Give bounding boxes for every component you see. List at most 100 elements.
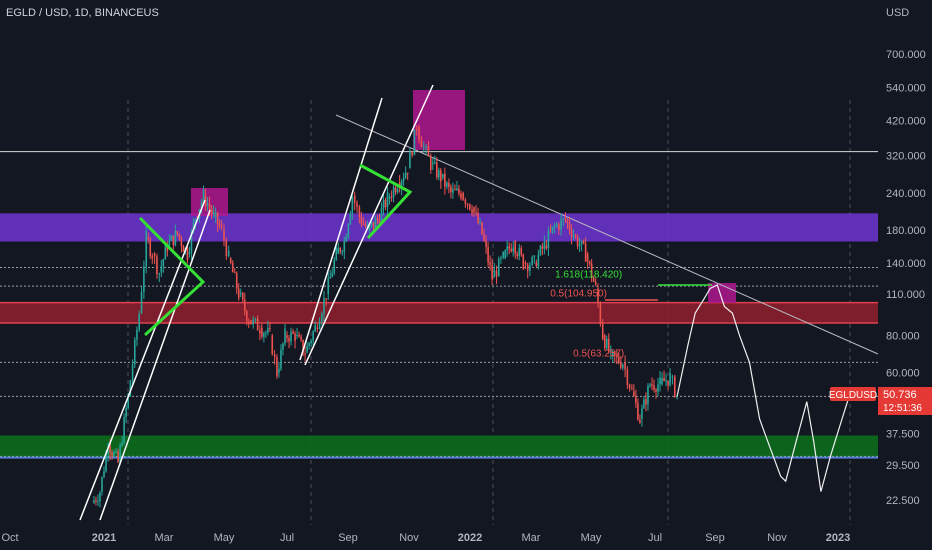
candle-body — [520, 248, 523, 255]
candle-body — [471, 209, 473, 214]
candle-body — [574, 235, 577, 237]
candle-body — [601, 323, 604, 340]
candle-body — [121, 442, 123, 446]
candle-body — [202, 189, 205, 202]
candle-body — [551, 226, 554, 232]
candle-body — [477, 212, 479, 224]
candle-body — [555, 224, 558, 227]
x-tick-label: Oct — [1, 532, 18, 544]
candle-body — [637, 403, 639, 420]
candle-body — [316, 327, 319, 329]
candle-body — [329, 276, 332, 279]
price-tag: EGLDUSD 50.736 12:51:36 — [829, 387, 932, 415]
candle-body — [218, 224, 221, 226]
candle-body — [331, 272, 334, 277]
triangle-pattern — [359, 163, 413, 240]
candle-body — [168, 240, 171, 246]
candle-body — [276, 356, 278, 377]
candle-body — [151, 256, 154, 259]
candle-body — [605, 338, 608, 349]
ticker-label: EGLDUSD — [829, 390, 877, 401]
candle-body — [452, 189, 454, 193]
candle-body — [522, 254, 525, 269]
candle-body — [127, 394, 129, 409]
candle-body — [392, 187, 395, 198]
candle-body — [667, 380, 669, 386]
candle-body — [166, 246, 169, 251]
candle-body — [663, 377, 665, 382]
candle-body — [304, 353, 306, 356]
candle-body — [225, 240, 228, 257]
candle-body — [613, 351, 616, 356]
candle-body — [626, 369, 629, 385]
candle-body — [261, 327, 263, 337]
candle-body — [263, 333, 265, 337]
candle-body — [462, 192, 464, 200]
candle-body — [394, 187, 397, 193]
candle-body — [292, 331, 294, 334]
candle-body — [570, 230, 573, 237]
candle-body — [164, 246, 167, 260]
candle-body — [286, 335, 288, 339]
channel-line — [99, 209, 211, 521]
candle-body — [310, 340, 312, 344]
candle-body — [422, 146, 425, 148]
candle-body — [233, 272, 236, 274]
candle-body — [210, 208, 213, 214]
candle-body — [643, 399, 645, 409]
countdown-value: 12:51:36 — [883, 403, 922, 414]
candle-body — [506, 246, 508, 251]
candle-body — [288, 338, 290, 342]
candle-body — [372, 222, 375, 228]
candle-body — [220, 225, 223, 227]
candle-body — [143, 266, 145, 293]
candle-body — [553, 225, 556, 227]
candle-body — [386, 192, 389, 207]
candle-body — [479, 222, 481, 224]
candle-body — [101, 476, 103, 492]
candle-body — [518, 248, 521, 257]
candle-body — [390, 196, 393, 198]
price-axis-background — [878, 0, 932, 550]
candle-body — [282, 343, 284, 350]
candle-body — [252, 319, 255, 325]
x-tick-label: Jul — [280, 532, 294, 544]
candle-body — [558, 224, 560, 230]
candle-body — [491, 264, 493, 280]
x-tick-label: Mar — [522, 532, 541, 544]
candle-body — [526, 264, 529, 271]
candle-body — [149, 239, 152, 257]
y-tick-label: 37.500 — [886, 429, 920, 441]
candle-body — [497, 258, 500, 277]
candle-body — [271, 335, 274, 355]
candle-body — [362, 223, 365, 225]
candle-body — [611, 351, 614, 357]
y-tick-label: 29.500 — [886, 460, 920, 472]
triangle-pattern — [138, 216, 206, 337]
candle-body — [298, 334, 300, 337]
candle-body — [431, 162, 434, 164]
candle-body — [535, 262, 538, 267]
candle-body — [254, 318, 257, 320]
y-tick-label: 540.000 — [886, 83, 926, 95]
candle-body — [227, 250, 230, 257]
ticker-badge — [830, 387, 876, 401]
y-tick-label: 420.000 — [886, 115, 926, 127]
candle-body — [487, 246, 489, 263]
candle-body — [446, 182, 448, 187]
candle-body — [325, 298, 328, 300]
candle-body — [360, 216, 363, 224]
candle-body — [247, 321, 250, 325]
x-tick-label: May — [581, 532, 602, 544]
candle-body — [485, 240, 487, 247]
candle-body — [339, 247, 342, 252]
candle-body — [665, 380, 667, 382]
candle-body — [296, 334, 298, 336]
candle-body — [382, 199, 385, 209]
x-tick-label: 2021 — [92, 532, 116, 544]
candle-body — [425, 146, 427, 148]
candle-body — [609, 349, 612, 352]
x-tick-label: Mar — [155, 532, 174, 544]
candle-body — [549, 231, 552, 233]
